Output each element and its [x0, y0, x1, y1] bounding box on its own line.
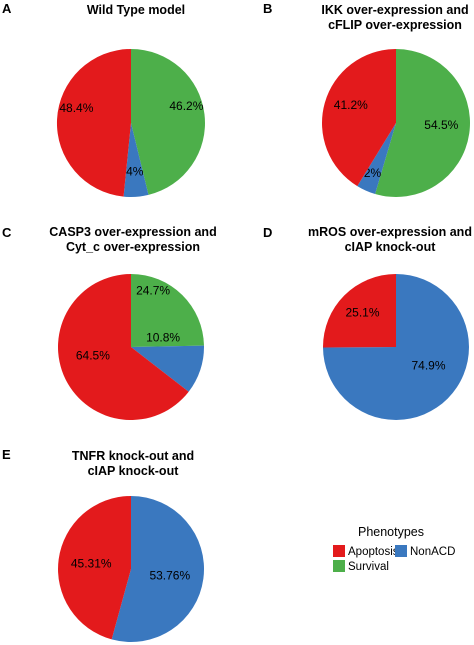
slice-label-survival: 54.5%: [424, 118, 458, 132]
panel-letter: A: [2, 1, 12, 16]
pie-slice-apoptosis: [322, 49, 396, 187]
legend-label-nonacd: NonACD: [410, 546, 455, 558]
slice-label-survival: 46.2%: [169, 99, 203, 113]
pie-slice-survival: [131, 49, 205, 195]
panel-title-line: TNFR knock-out and: [72, 449, 194, 463]
panel-letter: D: [263, 225, 272, 240]
pie-slice-apoptosis: [56, 49, 132, 197]
panel-title-line: Wild Type model: [87, 3, 185, 17]
pie-slice-nonacd: [123, 123, 149, 198]
slice-label-apoptosis: 41.2%: [334, 98, 368, 112]
legend: Phenotypes Apoptosis NonACD Survival: [333, 525, 455, 573]
panel-title-line: CASP3 over-expression and: [49, 225, 216, 239]
pie-slice-nonacd: [111, 496, 205, 642]
legend-swatch-nonacd: [395, 545, 407, 557]
pie-slice-apoptosis: [57, 274, 189, 420]
panel-letter: B: [263, 1, 272, 16]
legend-label-apoptosis: Apoptosis: [348, 546, 399, 558]
legend-title: Phenotypes: [358, 525, 424, 539]
panel-title-line: cIAP knock-out: [88, 464, 180, 478]
pie-slice-nonacd: [131, 345, 205, 392]
panel-title-line: cIAP knock-out: [345, 240, 437, 254]
panel-title-line: Cyt_c over-expression: [66, 240, 200, 254]
panel-letter: E: [2, 447, 11, 462]
panel-title-line: cFLIP over-expression: [328, 18, 462, 32]
legend-swatch-survival: [333, 560, 345, 572]
panel-title-line: IKK over-expression and: [321, 3, 468, 17]
slice-label-nonacd: 74.9%: [411, 358, 445, 372]
panel-title-line: mROS over-expression and: [308, 225, 472, 239]
slice-label-apoptosis: 48.4%: [59, 101, 93, 115]
slice-label-nonacd: 10.8%: [146, 331, 180, 345]
slice-label-nonacd: 53.76%: [149, 568, 190, 582]
pie-slice-survival: [131, 274, 204, 347]
slice-label-apoptosis: 45.31%: [71, 557, 112, 571]
pie-slice-apoptosis: [58, 496, 131, 640]
panel-letter: C: [2, 225, 12, 240]
pie-slice-survival: [375, 49, 471, 197]
slice-label-apoptosis: 64.5%: [76, 349, 110, 363]
slice-label-survival: 24.7%: [136, 283, 170, 297]
legend-swatch-apoptosis: [333, 545, 345, 557]
pie-slice-apoptosis: [322, 274, 396, 348]
slice-label-apoptosis: 25.1%: [345, 306, 379, 320]
pie-slice-nonacd: [323, 274, 469, 420]
pie-slice-nonacd: [357, 123, 396, 194]
legend-label-survival: Survival: [348, 561, 389, 573]
